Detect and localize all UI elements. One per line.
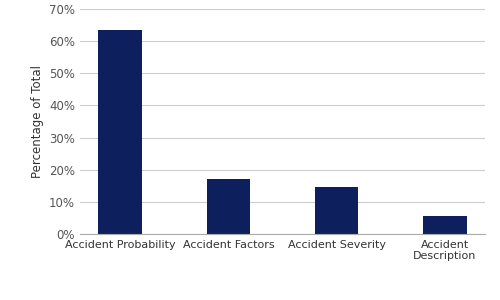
Bar [424, 216, 467, 234]
Bar [206, 179, 250, 234]
Y-axis label: Percentage of Total: Percentage of Total [30, 65, 44, 178]
Bar [98, 30, 142, 234]
Bar [315, 188, 358, 234]
